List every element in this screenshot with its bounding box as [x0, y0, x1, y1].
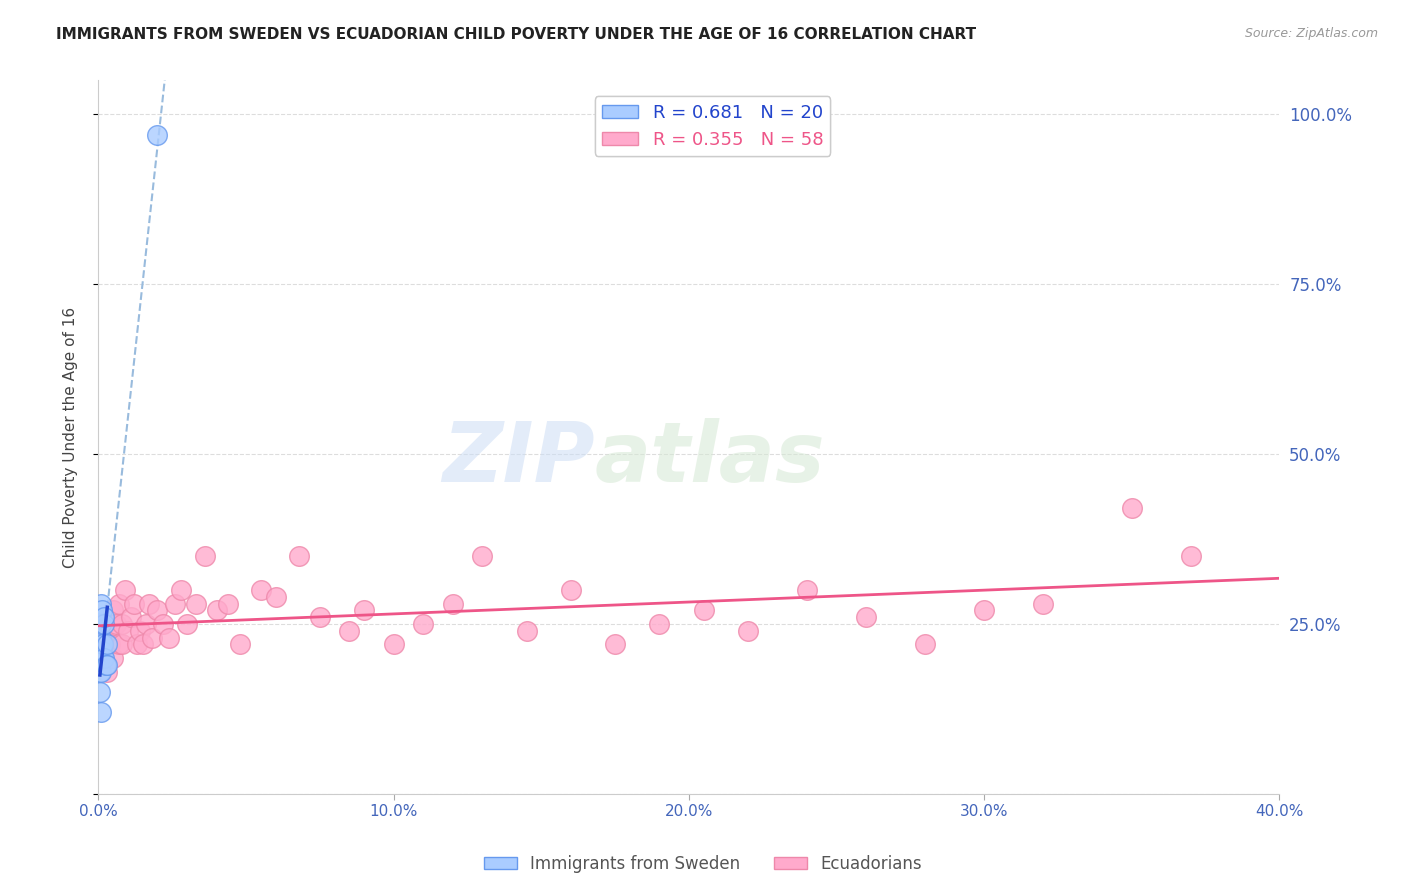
- Point: [152, 617, 174, 632]
- Point: [91, 637, 114, 651]
- Point: [128, 624, 150, 638]
- Point: [560, 582, 582, 597]
- Point: [146, 603, 169, 617]
- Point: [90, 651, 112, 665]
- Point: [1032, 597, 1054, 611]
- Point: [138, 597, 160, 611]
- Point: [120, 610, 142, 624]
- Point: [914, 637, 936, 651]
- Point: [96, 637, 118, 651]
- Point: [135, 617, 157, 632]
- Point: [91, 603, 114, 617]
- Point: [1180, 549, 1202, 563]
- Point: [1121, 501, 1143, 516]
- Point: [205, 603, 228, 617]
- Point: [89, 651, 111, 665]
- Point: [737, 624, 759, 638]
- Point: [93, 617, 115, 632]
- Point: [146, 128, 169, 142]
- Legend: Immigrants from Sweden, Ecuadorians: Immigrants from Sweden, Ecuadorians: [477, 848, 929, 880]
- Point: [94, 657, 117, 672]
- Point: [103, 603, 125, 617]
- Point: [105, 617, 128, 632]
- Point: [91, 644, 114, 658]
- Text: IMMIGRANTS FROM SWEDEN VS ECUADORIAN CHILD POVERTY UNDER THE AGE OF 16 CORRELATI: IMMIGRANTS FROM SWEDEN VS ECUADORIAN CHI…: [56, 27, 976, 42]
- Point: [90, 665, 112, 679]
- Point: [194, 549, 217, 563]
- Point: [98, 637, 121, 651]
- Point: [90, 631, 112, 645]
- Point: [89, 685, 111, 699]
- Point: [176, 617, 198, 632]
- Point: [693, 603, 716, 617]
- Point: [796, 582, 818, 597]
- Point: [217, 597, 239, 611]
- Point: [157, 631, 180, 645]
- Point: [117, 624, 139, 638]
- Point: [132, 637, 155, 651]
- Text: atlas: atlas: [595, 418, 825, 499]
- Point: [339, 624, 360, 638]
- Point: [90, 597, 112, 611]
- Point: [90, 617, 112, 632]
- Point: [96, 665, 118, 679]
- Point: [89, 665, 111, 679]
- Point: [90, 631, 112, 645]
- Point: [141, 631, 163, 645]
- Point: [108, 597, 131, 611]
- Point: [93, 617, 115, 632]
- Point: [170, 582, 193, 597]
- Point: [90, 706, 112, 720]
- Point: [353, 603, 375, 617]
- Point: [855, 610, 877, 624]
- Legend: R = 0.681   N = 20, R = 0.355   N = 58: R = 0.681 N = 20, R = 0.355 N = 58: [595, 96, 831, 156]
- Point: [122, 597, 145, 611]
- Point: [184, 597, 207, 611]
- Point: [125, 637, 148, 651]
- Point: [471, 549, 494, 563]
- Point: [441, 597, 464, 611]
- Point: [605, 637, 627, 651]
- Point: [93, 637, 115, 651]
- Point: [96, 624, 118, 638]
- Point: [93, 651, 115, 665]
- Point: [90, 637, 112, 651]
- Point: [93, 610, 115, 624]
- Point: [108, 637, 131, 651]
- Point: [412, 617, 434, 632]
- Point: [111, 617, 134, 632]
- Point: [288, 549, 311, 563]
- Point: [382, 637, 405, 651]
- Point: [229, 637, 252, 651]
- Point: [165, 597, 187, 611]
- Text: ZIP: ZIP: [441, 418, 595, 499]
- Point: [515, 624, 537, 638]
- Point: [111, 637, 134, 651]
- Point: [91, 651, 114, 665]
- Point: [96, 657, 118, 672]
- Point: [309, 610, 332, 624]
- Point: [973, 603, 995, 617]
- Point: [648, 617, 671, 632]
- Point: [103, 651, 125, 665]
- Point: [264, 590, 287, 604]
- Point: [114, 582, 136, 597]
- Point: [250, 582, 273, 597]
- Text: Source: ZipAtlas.com: Source: ZipAtlas.com: [1244, 27, 1378, 40]
- Y-axis label: Child Poverty Under the Age of 16: Child Poverty Under the Age of 16: [63, 307, 77, 567]
